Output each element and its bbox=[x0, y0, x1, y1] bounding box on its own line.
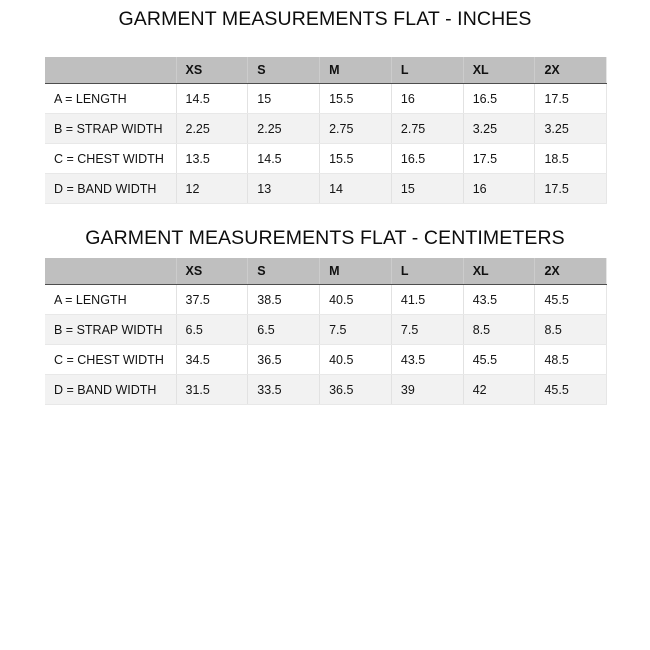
cell-value: 39 bbox=[391, 374, 464, 405]
table-row: A = LENGTH 14.5 15 15.5 16 16.5 17.5 bbox=[45, 83, 608, 114]
table-row: B = STRAP WIDTH 2.25 2.25 2.75 2.75 3.25… bbox=[45, 113, 608, 144]
page-title-centimeters: GARMENT MEASUREMENTS FLAT - CENTIMETERS bbox=[85, 227, 565, 249]
garment-technical-drawing: FRONT B A C D bbox=[0, 405, 650, 650]
cell-value: 16 bbox=[391, 83, 464, 114]
table-header-row: XS S M L XL 2X bbox=[45, 258, 608, 285]
table-row: B = STRAP WIDTH 6.5 6.5 7.5 7.5 8.5 8.5 bbox=[45, 314, 608, 345]
column-header-xs: XS bbox=[176, 258, 249, 285]
column-header-xl: XL bbox=[463, 57, 536, 84]
cell-value: 45.5 bbox=[534, 284, 608, 315]
cell-value: 17.5 bbox=[463, 143, 536, 174]
cell-value: 14.5 bbox=[247, 143, 321, 174]
table-corner-header bbox=[45, 57, 177, 84]
cell-value: 41.5 bbox=[391, 284, 464, 315]
table-corner-header bbox=[45, 258, 177, 285]
table-row: C = CHEST WIDTH 13.5 14.5 15.5 16.5 17.5… bbox=[45, 143, 608, 174]
cell-value: 13 bbox=[247, 173, 321, 204]
measurements-table-centimeters: XS S M L XL 2X A = LENGTH 37.5 38.5 40.5… bbox=[45, 258, 608, 405]
cell-value: 2.75 bbox=[391, 113, 464, 144]
cell-value: 15 bbox=[391, 173, 464, 204]
column-header-xl: XL bbox=[463, 258, 536, 285]
cell-value: 18.5 bbox=[534, 143, 608, 174]
cell-value: 8.5 bbox=[534, 314, 608, 345]
cell-value: 40.5 bbox=[319, 284, 392, 315]
row-label: D = BAND WIDTH bbox=[45, 173, 177, 204]
cell-value: 16.5 bbox=[391, 143, 464, 174]
cell-value: 40.5 bbox=[319, 344, 392, 375]
row-label: B = STRAP WIDTH bbox=[45, 113, 177, 144]
table-header-row: XS S M L XL 2X bbox=[45, 57, 608, 84]
cell-value: 36.5 bbox=[319, 374, 392, 405]
column-header-xs: XS bbox=[176, 57, 249, 84]
cell-value: 13.5 bbox=[176, 143, 249, 174]
table-row: C = CHEST WIDTH 34.5 36.5 40.5 43.5 45.5… bbox=[45, 344, 608, 375]
cell-value: 3.25 bbox=[534, 113, 608, 144]
cell-value: 15 bbox=[247, 83, 321, 114]
column-header-2x: 2X bbox=[534, 57, 608, 84]
cell-value: 17.5 bbox=[534, 83, 608, 114]
column-header-2x: 2X bbox=[534, 258, 608, 285]
cell-value: 45.5 bbox=[463, 344, 536, 375]
cell-value: 16 bbox=[463, 173, 536, 204]
cell-value: 43.5 bbox=[391, 344, 464, 375]
cell-value: 7.5 bbox=[391, 314, 464, 345]
row-label: B = STRAP WIDTH bbox=[45, 314, 177, 345]
column-header-m: M bbox=[319, 57, 392, 84]
column-header-l: L bbox=[391, 57, 464, 84]
cell-value: 45.5 bbox=[534, 374, 608, 405]
cell-value: 6.5 bbox=[247, 314, 321, 345]
cell-value: 42 bbox=[463, 374, 536, 405]
cell-value: 8.5 bbox=[463, 314, 536, 345]
row-label: C = CHEST WIDTH bbox=[45, 344, 177, 375]
cell-value: 7.5 bbox=[319, 314, 392, 345]
cell-value: 36.5 bbox=[247, 344, 321, 375]
cell-value: 31.5 bbox=[176, 374, 249, 405]
cell-value: 16.5 bbox=[463, 83, 536, 114]
cell-value: 2.75 bbox=[319, 113, 392, 144]
table-row: A = LENGTH 37.5 38.5 40.5 41.5 43.5 45.5 bbox=[45, 284, 608, 315]
column-header-l: L bbox=[391, 258, 464, 285]
table-row: D = BAND WIDTH 31.5 33.5 36.5 39 42 45.5 bbox=[45, 374, 608, 405]
page-title-inches: GARMENT MEASUREMENTS FLAT - INCHES bbox=[118, 8, 532, 30]
column-header-s: S bbox=[247, 57, 321, 84]
cell-value: 34.5 bbox=[176, 344, 249, 375]
cell-value: 6.5 bbox=[176, 314, 249, 345]
row-label: D = BAND WIDTH bbox=[45, 374, 177, 405]
column-header-s: S bbox=[247, 258, 321, 285]
measurements-table-inches: XS S M L XL 2X A = LENGTH 14.5 15 15.5 1… bbox=[45, 57, 608, 204]
cell-value: 15.5 bbox=[319, 143, 392, 174]
cell-value: 43.5 bbox=[463, 284, 536, 315]
cell-value: 2.25 bbox=[247, 113, 321, 144]
row-label: A = LENGTH bbox=[45, 83, 177, 114]
cell-value: 17.5 bbox=[534, 173, 608, 204]
cell-value: 14 bbox=[319, 173, 392, 204]
cell-value: 33.5 bbox=[247, 374, 321, 405]
cell-value: 38.5 bbox=[247, 284, 321, 315]
row-label: A = LENGTH bbox=[45, 284, 177, 315]
column-header-m: M bbox=[319, 258, 392, 285]
cell-value: 14.5 bbox=[176, 83, 249, 114]
cell-value: 48.5 bbox=[534, 344, 608, 375]
cell-value: 37.5 bbox=[176, 284, 249, 315]
cell-value: 12 bbox=[176, 173, 249, 204]
row-label: C = CHEST WIDTH bbox=[45, 143, 177, 174]
table-row: D = BAND WIDTH 12 13 14 15 16 17.5 bbox=[45, 173, 608, 204]
cell-value: 2.25 bbox=[176, 113, 249, 144]
cell-value: 15.5 bbox=[319, 83, 392, 114]
cell-value: 3.25 bbox=[463, 113, 536, 144]
